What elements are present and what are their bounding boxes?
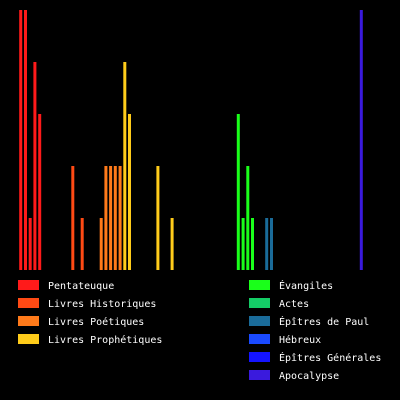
legend-label-8: Épîtres Générales <box>279 351 381 364</box>
legend-item-1: Livres Historiques <box>18 298 156 310</box>
bar-series-6-point-1 <box>270 218 273 270</box>
legend-item-5: Actes <box>249 298 309 310</box>
legend-item-9: Apocalypse <box>249 370 339 382</box>
legend-swatch-0 <box>18 280 39 290</box>
bar-series-3-point-2 <box>156 166 160 270</box>
legend: Pentateuque Livres Historiques Livres Poét… <box>18 279 381 382</box>
legend-swatch-2 <box>18 316 39 326</box>
bar-series-1-point-1 <box>80 218 84 270</box>
bar-series-4-point-2 <box>246 166 250 270</box>
bar-series-3-point-1 <box>128 114 131 270</box>
legend-item-7: Hébreux <box>249 334 321 346</box>
bar-series-9-point-0 <box>359 10 363 270</box>
bar-series-6-point-0 <box>265 218 269 270</box>
bar-series-0-point-3 <box>33 62 37 270</box>
legend-label-0: Pentateuque <box>48 281 114 292</box>
legend-swatch-9 <box>249 370 270 380</box>
bar-series-3-point-3 <box>170 218 174 270</box>
legend-swatch-5 <box>249 298 270 308</box>
legend-item-0: Pentateuque <box>18 280 114 292</box>
bar-series-0-point-1 <box>24 10 27 270</box>
bar-series-4-point-3 <box>251 218 254 270</box>
legend-label-9: Apocalypse <box>279 371 339 382</box>
bar-series-1-point-0 <box>71 166 75 270</box>
legend-item-3: Livres Prophétiques <box>18 334 162 346</box>
legend-label-5: Actes <box>279 299 309 310</box>
legend-swatch-8 <box>249 352 270 362</box>
bar-series-4-point-0 <box>236 114 240 270</box>
legend-swatch-7 <box>249 334 270 344</box>
legend-swatch-4 <box>249 280 270 290</box>
bar-series-0-point-0 <box>19 10 23 270</box>
bar-series-0-point-4 <box>38 114 42 270</box>
bar-series-4-point-1 <box>241 218 245 270</box>
bar-series-2-point-3 <box>113 166 117 270</box>
legend-label-2: Livres Poétiques <box>48 316 144 328</box>
bar-series-0-point-2 <box>28 218 32 270</box>
legend-swatch-6 <box>249 316 270 326</box>
legend-swatch-3 <box>18 334 39 344</box>
bar-series-2-point-4 <box>118 166 122 270</box>
legend-label-4: Évangiles <box>279 279 333 292</box>
legend-label-3: Livres Prophétiques <box>48 334 162 346</box>
legend-item-4: Évangiles <box>249 279 333 292</box>
legend-label-1: Livres Historiques <box>48 299 156 310</box>
legend-item-8: Épîtres Générales <box>249 351 381 364</box>
bar-series-2-point-2 <box>109 166 113 270</box>
legend-label-7: Hébreux <box>279 334 321 346</box>
bar-series-3-point-0 <box>123 62 127 270</box>
bar-series-2-point-1 <box>104 166 108 270</box>
legend-swatch-1 <box>18 298 39 308</box>
legend-item-6: Épîtres de Paul <box>249 315 369 328</box>
legend-item-2: Livres Poétiques <box>18 316 144 328</box>
bar-series-2-point-0 <box>99 218 103 270</box>
legend-label-6: Épîtres de Paul <box>279 315 369 328</box>
bars-group <box>19 10 363 270</box>
